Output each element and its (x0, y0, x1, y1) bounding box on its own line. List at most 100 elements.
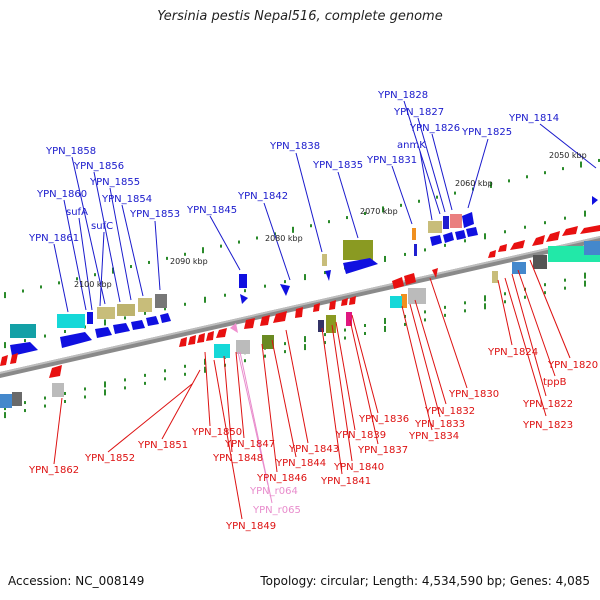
gene-box[interactable] (512, 262, 526, 274)
gene-arrow[interactable] (343, 258, 378, 274)
gene-arrow[interactable] (404, 273, 416, 285)
gene-arrow[interactable] (329, 300, 336, 310)
gene-arrow[interactable] (244, 318, 255, 329)
gene-box[interactable] (52, 383, 64, 397)
gene-label[interactable]: YPN_1844 (275, 458, 326, 469)
gene-box[interactable] (262, 335, 274, 349)
gene-label[interactable]: YPN_1842 (237, 191, 288, 202)
gene-label[interactable]: YPN_1851 (137, 440, 188, 451)
gene-arrow[interactable] (230, 323, 238, 333)
gene-arrow[interactable] (443, 232, 454, 243)
gene-label[interactable]: YPN_1849 (225, 521, 276, 532)
gene-label[interactable]: YPN_1837 (357, 445, 408, 456)
gene-arrow[interactable] (466, 227, 478, 237)
gene-label[interactable]: YPN_1834 (408, 431, 459, 442)
gene-label[interactable]: YPN_1853 (129, 209, 180, 220)
gene-label[interactable]: YPN_1840 (333, 462, 384, 473)
gene-label[interactable]: YPN_1846 (256, 473, 307, 484)
gene-box[interactable] (346, 312, 352, 326)
gene-box[interactable] (239, 274, 247, 288)
gene-box[interactable] (390, 296, 402, 308)
gene-box[interactable] (584, 241, 600, 255)
gene-arrow[interactable] (146, 316, 159, 326)
gene-box[interactable] (428, 221, 442, 233)
gene-arrow[interactable] (532, 235, 545, 246)
gene-arrow[interactable] (131, 320, 145, 330)
gene-arrow[interactable] (240, 294, 248, 304)
gene-arrow[interactable] (206, 331, 214, 341)
gene-box[interactable] (138, 298, 152, 312)
gene-arrow[interactable] (295, 307, 303, 318)
gene-box[interactable] (87, 312, 93, 324)
gene-arrow[interactable] (488, 250, 496, 258)
gene-arrow[interactable] (10, 353, 18, 364)
gene-box[interactable] (450, 214, 462, 228)
gene-label[interactable]: YPN_1860 (36, 189, 87, 200)
gene-box[interactable] (155, 294, 167, 308)
gene-box[interactable] (443, 216, 449, 229)
gene-box[interactable] (97, 307, 115, 319)
gene-label[interactable]: YPN_1847 (224, 439, 275, 450)
gene-arrow[interactable] (95, 327, 112, 338)
gene-arrow[interactable] (188, 335, 196, 345)
gene-box[interactable] (12, 392, 22, 406)
gene-box[interactable] (0, 394, 12, 408)
gene-arrow[interactable] (216, 328, 227, 338)
gene-label[interactable]: YPN_1832 (424, 406, 475, 417)
gene-arrow[interactable] (113, 323, 130, 334)
gene-box[interactable] (318, 320, 324, 332)
gene-arrow[interactable] (498, 244, 507, 252)
gene-label[interactable]: YPN_1843 (288, 444, 339, 455)
gene-label[interactable]: YPN_1833 (414, 419, 465, 430)
gene-arrow[interactable] (197, 333, 205, 343)
gene-arrow[interactable] (462, 212, 474, 228)
rna-label[interactable]: YPN_r064 (249, 486, 298, 497)
gene-label[interactable]: YPN_1823 (522, 420, 573, 431)
gene-label[interactable]: YPN_1845 (186, 205, 237, 216)
gene-label[interactable]: YPN_1861 (28, 233, 79, 244)
gene-box[interactable] (414, 244, 417, 256)
gene-label[interactable]: YPN_1826 (409, 123, 460, 134)
gene-arrow[interactable] (260, 315, 270, 326)
gene-arrow[interactable] (160, 313, 171, 323)
gene-label[interactable]: YPN_1824 (487, 347, 538, 358)
gene-box[interactable] (236, 340, 250, 354)
gene-label[interactable]: sufA (66, 207, 88, 218)
gene-label[interactable]: YPN_1855 (89, 177, 140, 188)
gene-arrow[interactable] (349, 296, 356, 305)
gene-arrow[interactable] (430, 235, 442, 246)
gene-label[interactable]: YPN_1838 (269, 141, 320, 152)
gene-label[interactable]: YPN_1856 (73, 161, 124, 172)
gene-box[interactable] (343, 240, 373, 260)
rna-label[interactable]: YPN_r065 (252, 505, 301, 516)
gene-arrow[interactable] (0, 355, 8, 366)
gene-box[interactable] (326, 315, 336, 333)
gene-label[interactable]: YPN_1825 (461, 127, 512, 138)
gene-label[interactable]: YPN_1848 (212, 453, 263, 464)
gene-label[interactable]: YPN_1830 (448, 389, 499, 400)
gene-label[interactable]: YPN_1841 (320, 476, 371, 487)
gene-arrow[interactable] (580, 225, 600, 234)
gene-box[interactable] (533, 255, 547, 269)
gene-box[interactable] (10, 324, 36, 338)
gene-label[interactable]: YPN_1862 (28, 465, 79, 476)
gene-box[interactable] (401, 294, 407, 308)
gene-arrow[interactable] (49, 365, 62, 378)
gene-label[interactable]: YPN_1854 (101, 194, 152, 205)
gene-box[interactable] (57, 314, 85, 328)
gene-label[interactable]: anmK (397, 140, 426, 151)
gene-box[interactable] (492, 271, 498, 283)
gene-arrow[interactable] (179, 337, 187, 347)
gene-label[interactable]: YPN_1831 (366, 155, 417, 166)
gene-arrow[interactable] (432, 268, 438, 278)
gene-arrow[interactable] (592, 196, 598, 205)
gene-label[interactable]: YPN_1828 (377, 90, 428, 101)
gene-arrow[interactable] (273, 311, 287, 323)
gene-label[interactable]: YPN_1835 (312, 160, 363, 171)
gene-arrow[interactable] (546, 231, 560, 242)
gene-label[interactable]: YPN_1850 (191, 427, 242, 438)
gene-label[interactable]: YPN_1822 (522, 399, 573, 410)
gene-box[interactable] (214, 344, 230, 358)
gene-box[interactable] (322, 254, 327, 266)
gene-label[interactable]: YPN_1852 (84, 453, 135, 464)
